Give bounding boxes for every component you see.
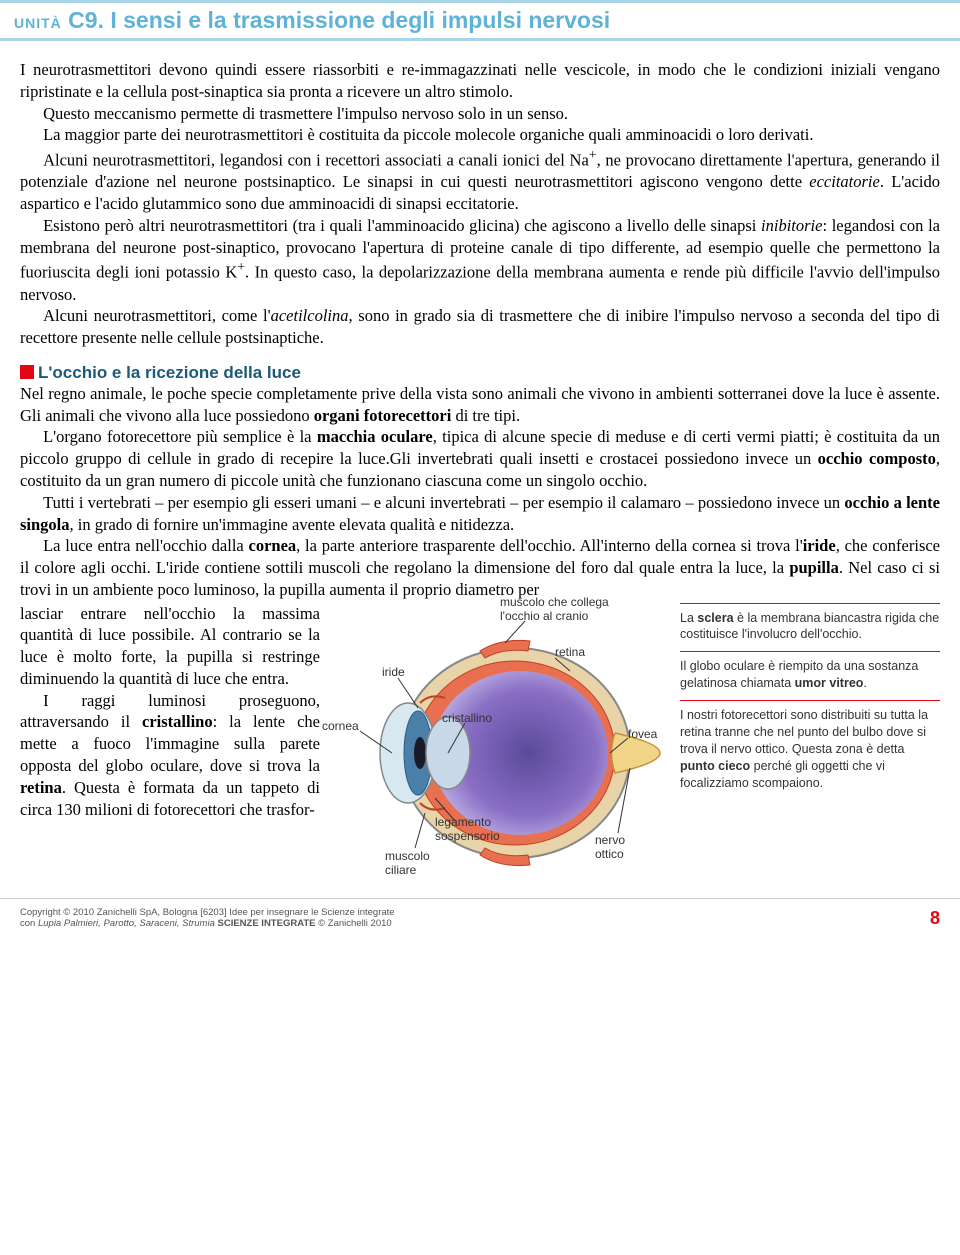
- red-square-icon: [20, 365, 34, 379]
- copyright-text: Copyright © 2010 Zanichelli SpA, Bologna…: [20, 907, 395, 929]
- page-header: UNITÀ C9. I sensi e la trasmissione degl…: [0, 0, 960, 43]
- para: Nel regno animale, le poche specie compl…: [20, 383, 940, 427]
- chapter-title: I sensi e la trasmissione degli impulsi …: [110, 7, 610, 33]
- unit-label: UNITÀ: [14, 15, 62, 31]
- diagram-label: nervo ottico: [595, 833, 645, 861]
- diagram-label: iride: [382, 665, 405, 679]
- unit-number: C9.: [68, 7, 104, 33]
- side-notes: La sclera è la membrana biancastra rigid…: [680, 603, 940, 888]
- lower-columns: lasciar entrare nell'occhio la massima q…: [20, 603, 940, 888]
- diagram-label: legamento sospensorio: [435, 815, 515, 843]
- para: Alcuni neurotrasmettitori, come l'acetil…: [20, 305, 940, 349]
- para: I raggi luminosi proseguono, attraversan…: [20, 690, 320, 821]
- eye-diagram-container: muscolo che collega l'occhio al cranio r…: [330, 603, 670, 888]
- para: Alcuni neurotrasmettitori, legandosi con…: [20, 146, 940, 215]
- section-1-text: I neurotrasmettitori devono quindi esser…: [20, 59, 940, 349]
- section-2-text: Nel regno animale, le poche specie compl…: [20, 383, 940, 601]
- note-3: I nostri fotorecettori sono distribuiti …: [680, 700, 940, 799]
- para: Questo meccanismo permette di trasmetter…: [20, 103, 940, 125]
- header-title: UNITÀ C9. I sensi e la trasmissione degl…: [0, 7, 960, 34]
- note-2: Il globo oculare è riempito da una sosta…: [680, 651, 940, 700]
- lower-left-text: lasciar entrare nell'occhio la massima q…: [20, 603, 320, 888]
- page-footer: Copyright © 2010 Zanichelli SpA, Bologna…: [0, 898, 960, 935]
- diagram-label: cristallino: [442, 711, 492, 725]
- note-1: La sclera è la membrana biancastra rigid…: [680, 603, 940, 652]
- para: Esistono però altri neurotrasmettitori (…: [20, 215, 940, 306]
- diagram-label: muscolo che collega l'occhio al cranio: [500, 595, 640, 623]
- para: La luce entra nell'occhio dalla cornea, …: [20, 535, 940, 600]
- para: Tutti i vertebrati – per esempio gli ess…: [20, 492, 940, 536]
- diagram-label: fovea: [628, 727, 657, 741]
- diagram-label: muscolo ciliare: [385, 849, 445, 877]
- main-content: I neurotrasmettitori devono quindi esser…: [0, 43, 960, 888]
- para: lasciar entrare nell'occhio la massima q…: [20, 603, 320, 690]
- para: L'organo fotorecettore più semplice è la…: [20, 426, 940, 491]
- diagram-label: retina: [555, 645, 585, 659]
- diagram-label: cornea: [322, 719, 359, 733]
- header-divider: [0, 38, 960, 41]
- para: I neurotrasmettitori devono quindi esser…: [20, 59, 940, 103]
- para: La maggior parte dei neurotrasmettitori …: [20, 124, 940, 146]
- page-number: 8: [930, 908, 940, 929]
- section-2-heading: L'occhio e la ricezione della luce: [20, 363, 940, 383]
